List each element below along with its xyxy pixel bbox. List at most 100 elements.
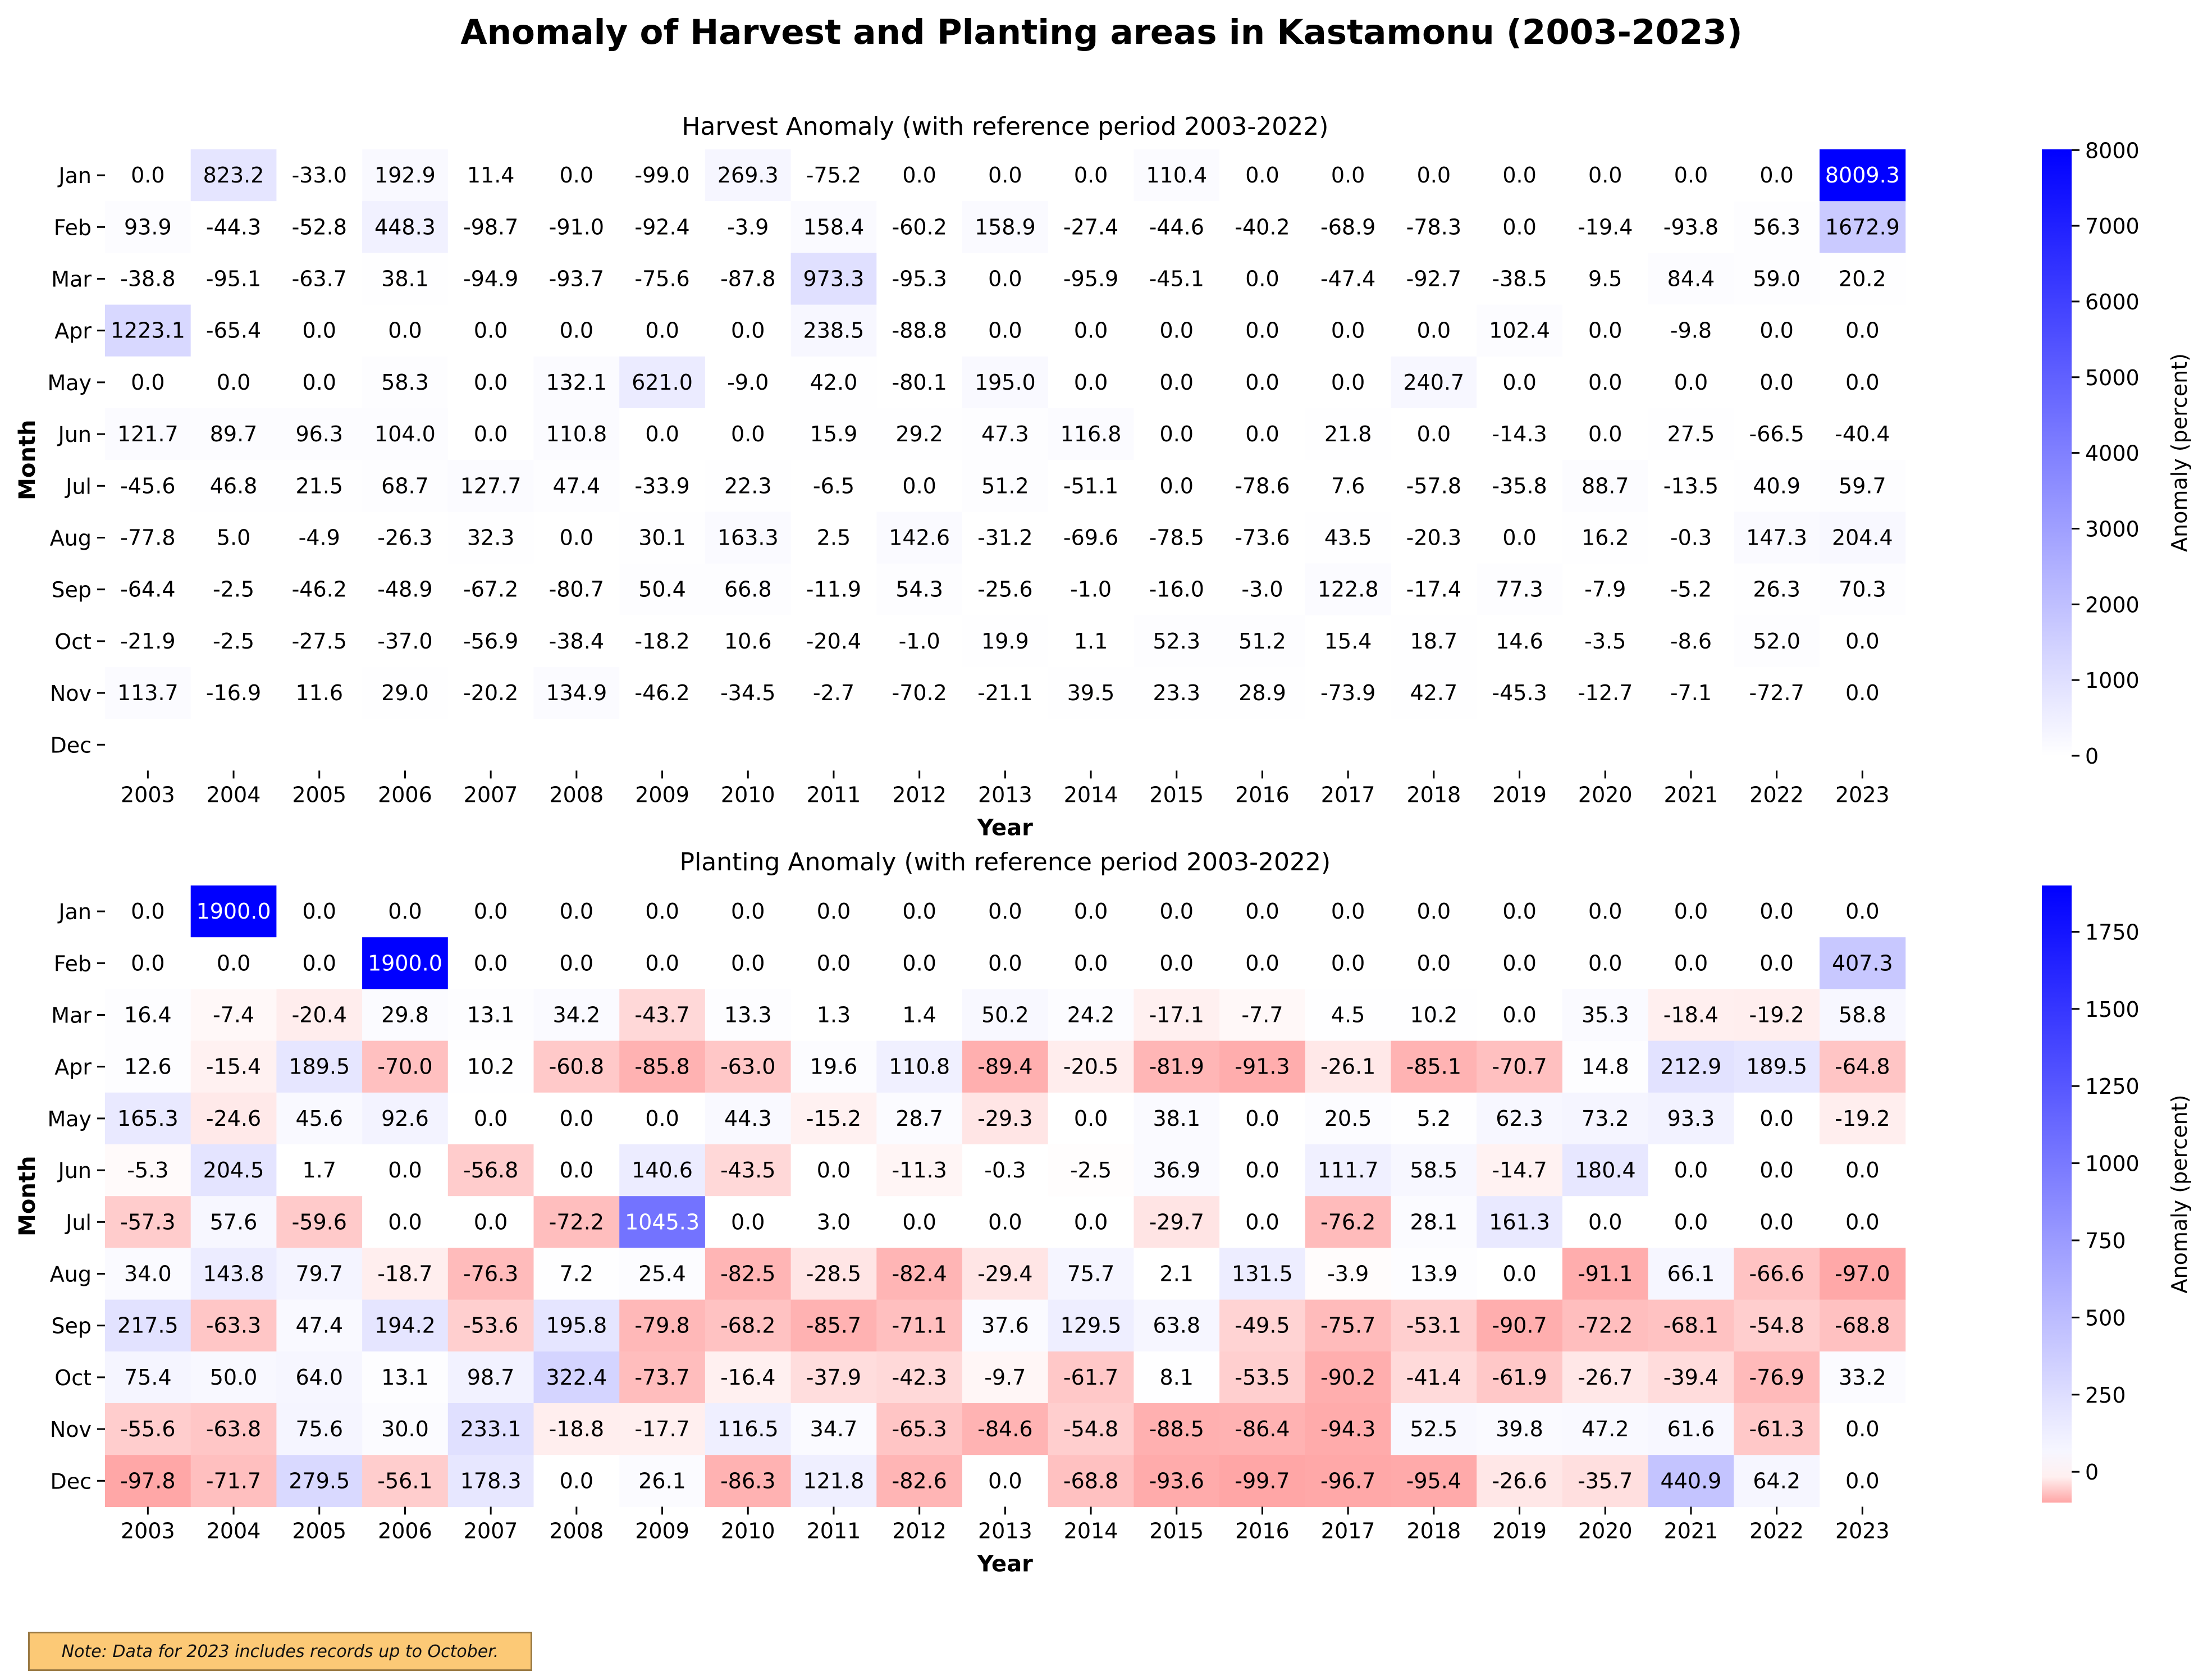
heatmap-cell xyxy=(447,408,534,460)
cell-value-label: -94.3 xyxy=(1320,1417,1375,1441)
heatmap-cell xyxy=(1820,615,1906,668)
cell-value-label: 189.5 xyxy=(1746,1054,1807,1079)
heatmap-cell xyxy=(1134,1144,1220,1197)
heatmap-cell xyxy=(533,1196,620,1248)
heatmap-cell xyxy=(1134,989,1220,1042)
cell-value-label: 51.2 xyxy=(981,473,1029,498)
heatmap-cell xyxy=(1477,149,1563,202)
heatmap-cell xyxy=(362,1455,449,1507)
heatmap-cell xyxy=(1477,304,1563,357)
x-tick-label: 2021 xyxy=(1664,782,1718,807)
heatmap-cell xyxy=(1477,1196,1563,1248)
cell-value-label: -51.1 xyxy=(1063,473,1118,498)
cell-value-label: -1.0 xyxy=(1070,577,1112,602)
heatmap-cell xyxy=(190,460,277,512)
cell-value-label: -29.3 xyxy=(977,1106,1032,1131)
heatmap-cell xyxy=(1734,1248,1820,1300)
heatmap-cell xyxy=(276,1455,363,1507)
cell-value-label: 0.0 xyxy=(988,1468,1022,1493)
heatmap-cell xyxy=(1477,615,1563,668)
cell-value-label: 0.0 xyxy=(1417,951,1451,975)
heatmap-cell xyxy=(447,201,534,253)
colorbar-tick-label: 1500 xyxy=(2085,997,2140,1022)
cell-value-label: 23.3 xyxy=(1153,681,1200,705)
cell-value-label: 131.5 xyxy=(1232,1262,1293,1286)
heatmap-cell xyxy=(190,667,277,719)
x-tick-label: 2004 xyxy=(207,782,261,807)
heatmap-cell xyxy=(619,1403,706,1455)
x-tick-label: 2010 xyxy=(721,1518,775,1543)
cell-value-label: -68.2 xyxy=(720,1313,775,1338)
cell-value-label: 0.0 xyxy=(474,1209,508,1234)
heatmap-cell xyxy=(1477,356,1563,409)
heatmap-cell xyxy=(1391,460,1477,512)
heatmap-cell xyxy=(1648,149,1734,202)
heatmap-cell xyxy=(1648,512,1734,564)
heatmap-cell xyxy=(1648,615,1734,668)
heatmap-cell xyxy=(447,563,534,616)
cell-value-label: -95.3 xyxy=(892,267,947,291)
heatmap-cell xyxy=(1562,989,1649,1042)
heatmap-cell xyxy=(447,615,534,668)
cell-value-label: 0.0 xyxy=(303,318,336,343)
cell-value-label: 61.6 xyxy=(1667,1417,1715,1441)
heatmap-cell xyxy=(705,356,792,409)
cell-value-label: -35.8 xyxy=(1492,473,1547,498)
cell-value-label: 0.0 xyxy=(131,951,164,975)
cell-value-label: -2.5 xyxy=(1070,1158,1112,1183)
heatmap-cell xyxy=(1820,304,1906,357)
heatmap-cell xyxy=(1305,885,1392,938)
cell-value-label: -9.8 xyxy=(1670,318,1712,343)
heatmap-cell xyxy=(447,1040,534,1093)
heatmap-cell xyxy=(190,1403,277,1455)
cell-value-label: -19.2 xyxy=(1835,1106,1890,1131)
cell-value-label: 322.4 xyxy=(546,1365,607,1390)
cell-value-label: -43.5 xyxy=(720,1158,775,1183)
cell-value-label: 20.5 xyxy=(1324,1106,1372,1131)
heatmap-cell xyxy=(1562,885,1649,938)
heatmap-cell xyxy=(790,1403,877,1455)
heatmap-cell xyxy=(1134,201,1220,253)
heatmap-cell xyxy=(876,989,963,1042)
cell-value-label: 0.0 xyxy=(1331,899,1365,924)
heatmap-cell xyxy=(362,253,449,305)
cell-value-label: 121.8 xyxy=(803,1468,865,1493)
heatmap-cell xyxy=(1219,1299,1306,1352)
cell-value-label: 68.7 xyxy=(381,473,429,498)
heatmap-cell xyxy=(619,356,706,409)
heatmap-cell xyxy=(190,1092,277,1145)
heatmap-cell xyxy=(533,667,620,719)
cell-value-label: -63.0 xyxy=(720,1054,775,1079)
cell-value-label: 13.1 xyxy=(381,1365,429,1390)
cell-value-label: 973.3 xyxy=(803,267,865,291)
colorbar-label: Anomaly (percent) xyxy=(2167,353,2192,552)
heatmap-cell xyxy=(962,356,1049,409)
heatmap-cell xyxy=(276,667,363,719)
cell-value-label: 0.0 xyxy=(1074,163,1108,188)
heatmap-cell xyxy=(1305,1092,1392,1145)
heatmap-cell xyxy=(447,937,534,989)
heatmap-cell xyxy=(190,937,277,989)
heatmap-cell xyxy=(533,1403,620,1455)
cell-value-label: 52.5 xyxy=(1410,1417,1458,1441)
x-tick-label: 2010 xyxy=(721,782,775,807)
heatmap-cell xyxy=(1391,667,1477,719)
cell-value-label: 0.0 xyxy=(902,473,936,498)
cell-value-label: 0.0 xyxy=(817,899,851,924)
cell-value-label: 39.5 xyxy=(1067,681,1115,705)
cell-value-label: -2.5 xyxy=(213,629,254,654)
cell-value-label: 0.0 xyxy=(1845,318,1879,343)
heatmap-cell xyxy=(1648,304,1734,357)
cell-value-label: 116.5 xyxy=(717,1417,779,1441)
x-tick-label: 2018 xyxy=(1406,782,1461,807)
y-tick-label: Dec xyxy=(50,1469,92,1494)
heatmap-cell xyxy=(619,304,706,357)
cell-value-label: 1900.0 xyxy=(368,951,442,975)
heatmap-cell xyxy=(705,563,792,616)
cell-value-label: 46.8 xyxy=(210,473,258,498)
x-tick-label: 2003 xyxy=(121,1518,175,1543)
heatmap-cell xyxy=(962,1299,1049,1352)
x-tick-label: 2018 xyxy=(1406,1518,1461,1543)
cell-value-label: 0.0 xyxy=(131,899,164,924)
cell-value-label: -80.1 xyxy=(892,370,947,395)
